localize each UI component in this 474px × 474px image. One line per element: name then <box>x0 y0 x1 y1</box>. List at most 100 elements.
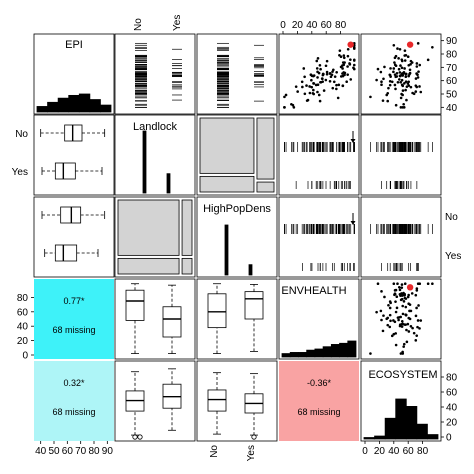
scatter-envhealth-epi-point <box>348 62 351 65</box>
top-axis-label: Yes <box>172 15 183 31</box>
bottom-axis-tick-label: 90 <box>102 446 114 457</box>
top-axis-tick-label: 20 <box>292 20 304 31</box>
scatter-ecosystem-epi-point <box>401 89 405 92</box>
bottom-axis-tick-label: 80 <box>417 446 429 457</box>
scatter-ecosystem-envhealth-point <box>395 306 399 310</box>
scatter-envhealth-epi-point <box>352 59 356 62</box>
scatter-ecosystem-envhealth-point <box>400 292 403 295</box>
scatter-ecosystem-envhealth-point <box>418 327 421 330</box>
scatter-ecosystem-epi-point <box>400 58 404 61</box>
scatter-ecosystem-epi-point <box>416 76 420 79</box>
scatter-ecosystem-epi-point <box>404 80 408 83</box>
panel-frame-r2-c2 <box>196 196 278 278</box>
scatter-envhealth-epi-point <box>294 85 298 88</box>
scatter-envhealth-epi-point <box>284 93 288 97</box>
mosaic-highpopdens-landlock-cell <box>181 199 193 256</box>
scatter-envhealth-epi-point <box>337 83 341 87</box>
scatter-ecosystem-epi-point <box>403 82 406 85</box>
scatter-ecosystem-epi-point <box>380 83 383 87</box>
mosaic-landlock-highpopdens-cell <box>256 117 275 180</box>
right-axis-tick-label: 80 <box>446 373 458 384</box>
mosaic-highpopdens-landlock-cell <box>117 257 180 275</box>
scatter-ecosystem-epi-point <box>403 49 407 52</box>
scatter-envhealth-epi-point <box>318 99 322 103</box>
scatter-ecosystem-epi-point <box>380 80 383 84</box>
scatter-ecosystem-epi-point <box>402 102 405 106</box>
scatter-ecosystem-envhealth-point <box>398 324 402 328</box>
scatter-ecosystem-epi-point <box>375 78 378 82</box>
ecosystem-histogram-bar <box>374 435 386 440</box>
scatter-ecosystem-epi-point <box>415 65 419 68</box>
scatter-ecosystem-epi-point <box>398 71 402 74</box>
scatter-envhealth-epi-point <box>346 47 350 51</box>
scatter-ecosystem-epi-point <box>404 88 407 92</box>
panel-frame-r0-c1 <box>114 33 196 115</box>
scatter-envhealth-epi-point <box>333 75 337 78</box>
scatter-ecosystem-envhealth-point <box>380 318 383 322</box>
scatter-envhealth-epi-point <box>300 80 304 84</box>
right-axis-tick-label: 90 <box>446 36 458 47</box>
envhealth-histogram-bar <box>314 348 324 358</box>
scatter-ecosystem-epi-point <box>406 55 410 59</box>
scatter-ecosystem-epi-point <box>369 95 372 99</box>
scatter-ecosystem-epi-point <box>398 47 402 51</box>
panel-frame-r4-c2 <box>196 360 278 442</box>
scatter-ecosystem-envhealth-point <box>407 330 411 333</box>
scatter-ecosystem-envhealth-point <box>400 283 404 286</box>
scatter-envhealth-epi-point <box>345 80 348 84</box>
envhealth-histogram-bar <box>306 349 316 358</box>
scatter-envhealth-epi-point <box>305 99 309 102</box>
scatter-ecosystem-envhealth-point <box>405 340 409 344</box>
scatter-ecosystem-epi-point <box>400 78 404 82</box>
correlation-value: 0.32* <box>63 378 85 388</box>
scatter-ecosystem-envhealth-point <box>404 313 407 316</box>
scatter-ecosystem-envhealth-point <box>401 350 404 354</box>
scatter-ecosystem-epi-point <box>431 46 434 49</box>
scatter-envhealth-epi-point <box>341 84 345 88</box>
scatter-ecosystem-epi-point <box>419 90 423 94</box>
scatter-ecosystem-epi-point <box>403 54 406 57</box>
scatter-envhealth-epi-point <box>338 49 342 52</box>
scatter-envhealth-epi-point <box>331 86 335 90</box>
correlation-value: -0.36* <box>307 378 332 388</box>
panel-frame-r4-c1 <box>114 360 196 442</box>
scatter-ecosystem-envhealth-point <box>375 310 378 314</box>
scatter-ecosystem-envhealth-point <box>399 315 402 319</box>
right-axis-tick-label: 20 <box>446 418 458 429</box>
scatter-ecosystem-envhealth-point <box>415 334 419 337</box>
left-axis-tick-label: 80 <box>17 293 29 304</box>
scatter-ecosystem-envhealth-point <box>388 313 392 317</box>
right-axis-tick-label: 40 <box>446 103 458 114</box>
scatter-ecosystem-epi-point <box>401 73 405 77</box>
panel-frame-r3-c2 <box>196 278 278 360</box>
scatter-ecosystem-epi-point <box>399 80 402 84</box>
envhealth-histogram-bar <box>281 353 291 358</box>
top-axis-label: No <box>133 18 144 31</box>
scatter-ecosystem-epi-point <box>388 79 392 83</box>
scatter-ecosystem-epi-point <box>396 47 399 50</box>
mosaic-landlock-highpopdens-cell <box>199 117 255 174</box>
scatter-envhealth-epi-point <box>336 96 340 100</box>
panel-frame-r2-c3 <box>278 196 360 278</box>
scatter-envhealth-epi-point <box>342 56 346 60</box>
scatter-ecosystem-epi-point <box>415 62 419 65</box>
scatter-ecosystem-envhealth-point <box>419 319 423 322</box>
scatter-ecosystem-envhealth-point <box>392 319 395 322</box>
boxplot-envhealth-landlock-yes-box <box>162 306 182 338</box>
scatter-envhealth-epi-point <box>308 91 312 95</box>
scatter-envhealth-epi-point <box>328 72 332 75</box>
scatter-envhealth-epi-point <box>342 54 346 57</box>
scatter-ecosystem-envhealth-point <box>406 295 410 299</box>
scatter-ecosystem-epi-point <box>400 92 403 96</box>
scatter-ecosystem-epi-point <box>392 70 395 74</box>
ecosystem-histogram-bar <box>363 437 375 440</box>
bottom-axis-tick-label: 70 <box>75 446 87 457</box>
scatter-envhealth-epi-point <box>328 79 332 83</box>
scatter-ecosystem-epi-point <box>397 67 401 71</box>
boxplot-envhealth-highpopdens-yes-box <box>244 291 264 320</box>
scatter-envhealth-epi-point <box>343 71 347 75</box>
variable-name-ecosystem: ECOSYSTEM <box>368 369 437 381</box>
top-axis-tick-label: 40 <box>306 20 318 31</box>
scatter-envhealth-epi-point <box>325 70 329 74</box>
